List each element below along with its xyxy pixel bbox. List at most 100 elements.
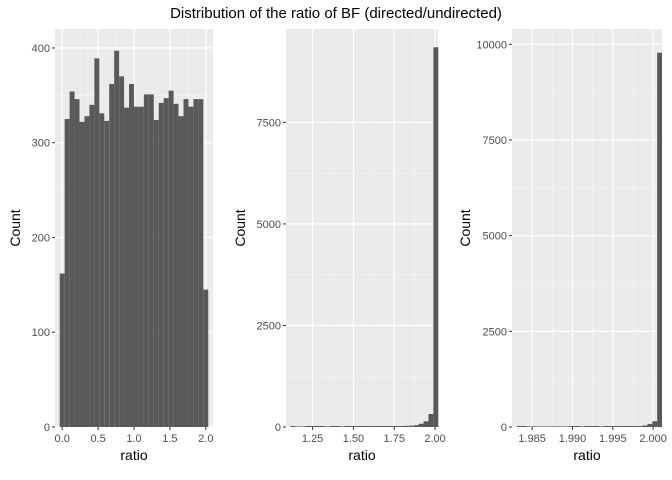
histogram-bar — [188, 106, 194, 427]
histogram-bar — [349, 426, 355, 427]
x-tick-label: 1.990 — [559, 433, 587, 445]
x-axis-title: ratio — [573, 447, 600, 463]
x-tick-label: 1.75 — [384, 433, 405, 445]
histogram-bar — [319, 426, 325, 427]
histogram-bar — [647, 423, 653, 427]
histogram-bar — [393, 426, 399, 427]
histogram-bar — [536, 426, 542, 427]
x-tick-label: 1.985 — [518, 433, 546, 445]
histogram-bar — [133, 106, 139, 427]
histogram-bar — [114, 50, 120, 428]
histogram-bar — [384, 426, 390, 427]
x-tick-label: 2.000 — [639, 433, 667, 445]
histogram-bar — [584, 426, 590, 427]
figure-title: Distribution of the ratio of BF (directe… — [170, 5, 502, 22]
histogram-bar — [295, 426, 301, 427]
x-tick-label: 0.5 — [90, 433, 105, 445]
histogram-bar — [428, 414, 434, 427]
histogram-bar — [143, 94, 149, 427]
histogram-bar — [198, 99, 204, 427]
y-tick-label: 100 — [32, 327, 50, 339]
histogram-bar — [59, 273, 65, 427]
histogram-bar — [364, 426, 370, 427]
histogram-bar — [124, 107, 130, 428]
histogram-bar — [173, 103, 179, 427]
histogram-bar — [389, 426, 394, 427]
histogram-bar — [94, 58, 100, 427]
histogram-bar — [526, 426, 532, 427]
histogram-bar — [64, 119, 70, 428]
histogram-bar — [423, 421, 429, 427]
histogram-bar — [329, 426, 335, 427]
histogram-bar — [657, 52, 662, 427]
histogram-bar — [129, 83, 134, 427]
histogram-bar — [168, 90, 174, 427]
histogram-bar — [623, 426, 629, 427]
y-tick-label: 5000 — [483, 231, 507, 243]
histogram-bar — [339, 426, 345, 427]
histogram-bar — [193, 99, 199, 427]
histogram-bar — [84, 116, 90, 427]
histogram-bar — [74, 99, 80, 427]
panel-1: 0.0 0.5 1.0 1.5 2.0 0 100 200 300 400 ratio Count — [7, 29, 213, 463]
histogram-bar — [104, 120, 110, 428]
y-tick-label: 7500 — [257, 117, 281, 129]
histogram-bar — [344, 426, 350, 427]
x-tick-label: 0.0 — [55, 433, 70, 445]
x-tick-label: 2.00 — [424, 433, 445, 445]
histogram-bar — [310, 426, 316, 427]
panel-3: 1.985 1.990 1.995 2.000 0 2500 5000 7500 10000 ra… — [457, 29, 667, 463]
panel-2: 1.25 1.50 1.75 2.00 0 2500 5000 7500 ratio Count — [232, 29, 446, 463]
histogram-bar — [413, 425, 419, 427]
histogram-bar — [555, 426, 561, 427]
histogram-bar — [354, 426, 360, 427]
histogram-bar — [119, 76, 125, 427]
histogram-bar — [324, 426, 330, 427]
histogram-bar — [203, 289, 209, 427]
histogram-bar — [545, 426, 551, 427]
x-tick-label: 1.995 — [599, 433, 627, 445]
histogram-bar — [541, 426, 546, 427]
x-tick-label: 1.25 — [302, 433, 323, 445]
histogram-bar — [550, 426, 556, 427]
histogram-bar — [516, 426, 522, 427]
histogram-bar — [403, 425, 409, 427]
x-tick-label: 2.0 — [198, 433, 213, 445]
y-tick-label: 7500 — [483, 135, 507, 147]
panel-background — [286, 29, 438, 427]
histogram-bar — [642, 425, 648, 427]
histogram-bar — [158, 102, 164, 428]
histogram-bar — [408, 425, 414, 427]
histogram-bar — [603, 426, 609, 427]
histogram-bar — [359, 426, 365, 427]
histogram-bar — [632, 426, 638, 427]
histogram-bar — [418, 423, 424, 427]
y-tick-label: 0 — [501, 422, 507, 434]
histogram-bar — [183, 99, 189, 427]
y-tick-label: 400 — [32, 43, 50, 55]
x-axis-title: ratio — [348, 447, 375, 463]
y-tick-label: 5000 — [257, 219, 281, 231]
histogram-bar — [153, 119, 159, 427]
histogram-bar — [99, 113, 105, 427]
histogram-bar — [89, 104, 95, 428]
histogram-bar — [300, 426, 306, 427]
histogram-bar — [334, 426, 340, 427]
histogram-bar — [565, 426, 571, 427]
histogram-bar — [398, 426, 404, 427]
histogram-bar — [652, 421, 658, 427]
y-axis-title: Count — [232, 209, 248, 246]
y-tick-label: 0 — [44, 422, 50, 434]
panel-background — [512, 29, 662, 427]
histogram-bar — [579, 426, 585, 427]
y-tick-label: 0 — [275, 422, 281, 434]
histogram-bar — [433, 47, 439, 427]
histogram-bar — [574, 426, 580, 427]
y-tick-label: 2500 — [483, 326, 507, 338]
histogram-bar — [628, 426, 633, 427]
histogram-bar — [637, 426, 643, 427]
histogram-bar — [369, 426, 375, 427]
histogram-bar — [599, 426, 604, 427]
histogram-bar — [374, 426, 380, 427]
